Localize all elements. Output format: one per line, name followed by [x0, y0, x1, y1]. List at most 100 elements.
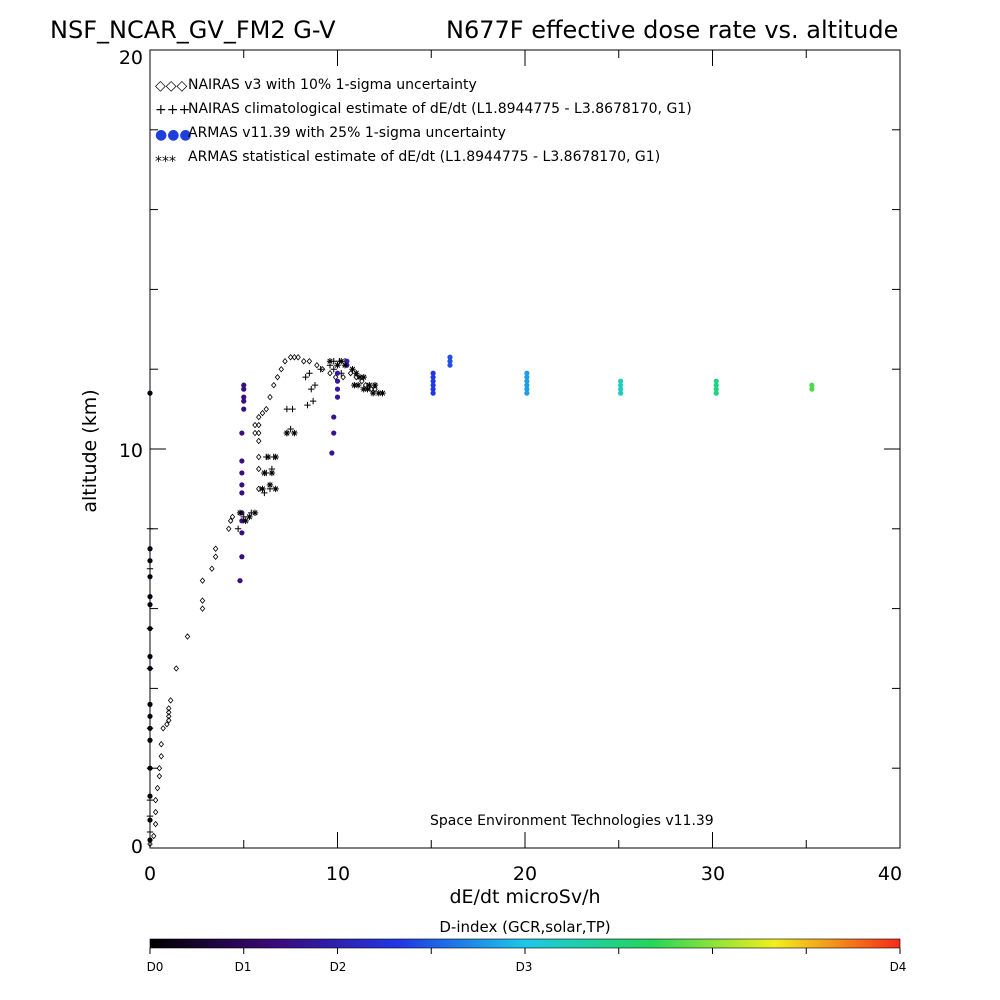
- data-point-asterisk: [236, 509, 244, 517]
- y-tick-label-10: 10: [119, 440, 143, 462]
- data-point-asterisk: [369, 389, 377, 397]
- data-point-asterisk: [341, 362, 349, 369]
- data-point-circle: [147, 602, 153, 608]
- data-point-asterisk: [354, 381, 362, 389]
- data-points: [146, 354, 815, 848]
- y-axis-label: altitude (km): [79, 389, 101, 512]
- data-point-circle: [809, 382, 815, 388]
- data-point-circle: [239, 482, 245, 488]
- data-point-circle: [430, 378, 436, 384]
- data-point-diamond: [154, 784, 161, 792]
- data-point-asterisk: [360, 373, 367, 381]
- data-point-circle: [524, 390, 530, 396]
- data-point-circle: [447, 354, 453, 360]
- data-point-circle: [334, 378, 341, 384]
- data-point-diamond: [152, 808, 159, 816]
- axis-ticks: [149, 49, 901, 849]
- data-point-circle: [147, 558, 153, 564]
- data-point-circle: [618, 390, 624, 396]
- data-point-circle: [239, 490, 245, 496]
- data-point-diamond: [278, 365, 284, 373]
- data-point-circle: [618, 382, 624, 388]
- data-point-circle: [329, 450, 335, 456]
- data-point-circle: [713, 390, 719, 396]
- data-point-circle: [334, 394, 341, 400]
- data-point-diamond: [256, 437, 262, 445]
- data-point-diamond: [306, 358, 313, 365]
- data-point-asterisk: [266, 481, 274, 489]
- data-point-diamond: [164, 721, 170, 728]
- data-point-plus: [146, 525, 154, 532]
- data-point-diamond: [147, 840, 153, 848]
- data-point-diamond: [166, 713, 172, 720]
- data-point-diamond: [158, 753, 164, 760]
- data-point-diamond: [287, 354, 294, 361]
- data-point-diamond: [252, 429, 258, 437]
- x-tick-label-10: 10: [326, 863, 350, 885]
- data-point-diamond: [166, 717, 172, 724]
- data-point-diamond: [256, 465, 262, 473]
- data-point-circle: [241, 398, 247, 404]
- data-point-diamond: [314, 361, 320, 369]
- colorbar-title: D-index (GCR,solar,TP): [439, 918, 610, 936]
- data-point-circle: [147, 574, 153, 580]
- data-point-plus: [234, 525, 242, 532]
- data-point-asterisk: [242, 517, 249, 525]
- plot-frame: [149, 49, 901, 849]
- data-point-circle: [147, 390, 153, 396]
- chart-title-left: NSF_NCAR_GV_FM2 G-V: [50, 16, 336, 44]
- data-point-circle: [239, 430, 245, 436]
- data-point-circle: [809, 386, 815, 392]
- legend-label-armas-stat: ARMAS statistical estimate of dE/dt (L1.…: [188, 149, 660, 165]
- data-point-circle: [147, 737, 153, 743]
- data-point-diamond: [229, 513, 236, 521]
- data-point-plus: [283, 405, 291, 413]
- data-point-asterisk: [371, 381, 379, 389]
- data-point-circle: [430, 370, 436, 376]
- data-point-diamond: [256, 421, 262, 429]
- data-point-circle: [524, 370, 530, 376]
- data-point-plus: [330, 366, 337, 373]
- data-point-plus: [302, 373, 309, 381]
- data-point-circle: [713, 378, 719, 384]
- data-point-asterisk: [351, 381, 358, 389]
- data-point-asterisk: [364, 385, 371, 393]
- data-point-diamond: [199, 577, 206, 584]
- data-point-diamond: [256, 485, 262, 493]
- data-point-asterisk: [360, 385, 367, 393]
- data-point-circle: [147, 653, 153, 660]
- data-point-asterisk: [349, 366, 356, 373]
- data-point-asterisk: [353, 369, 360, 377]
- x-tick-label-20: 20: [513, 863, 537, 885]
- data-point-circle: [241, 382, 247, 388]
- data-point-diamond: [271, 381, 277, 389]
- data-point-asterisk: [272, 453, 279, 461]
- data-point-circle: [331, 414, 337, 420]
- data-point-circle: [147, 713, 153, 719]
- data-point-circle: [331, 430, 337, 436]
- data-point-diamond: [209, 565, 215, 572]
- data-point-circle: [241, 386, 247, 392]
- data-point-circle: [147, 546, 153, 552]
- data-point-diamond: [256, 429, 262, 437]
- legend-symbol-nairas: ◇◇◇: [155, 78, 188, 94]
- data-point-diamond: [263, 405, 269, 413]
- data-point-diamond: [173, 665, 179, 672]
- data-point-circle: [447, 358, 453, 364]
- data-point-circle: [147, 665, 153, 672]
- data-point-asterisk: [251, 509, 259, 517]
- data-point-diamond: [166, 705, 172, 712]
- data-point-circle: [241, 394, 247, 400]
- data-point-circle: [241, 406, 247, 412]
- data-point-diamond: [226, 525, 232, 533]
- colorbar-label-d1: D1: [235, 960, 252, 974]
- data-point-circle: [430, 386, 436, 392]
- data-point-circle: [147, 701, 153, 707]
- data-point-diamond: [199, 605, 206, 612]
- data-point-circle: [524, 378, 530, 384]
- data-point-circle: [147, 837, 153, 843]
- data-point-circle: [237, 578, 243, 584]
- data-point-circle: [239, 458, 245, 464]
- data-point-circle: [147, 725, 153, 731]
